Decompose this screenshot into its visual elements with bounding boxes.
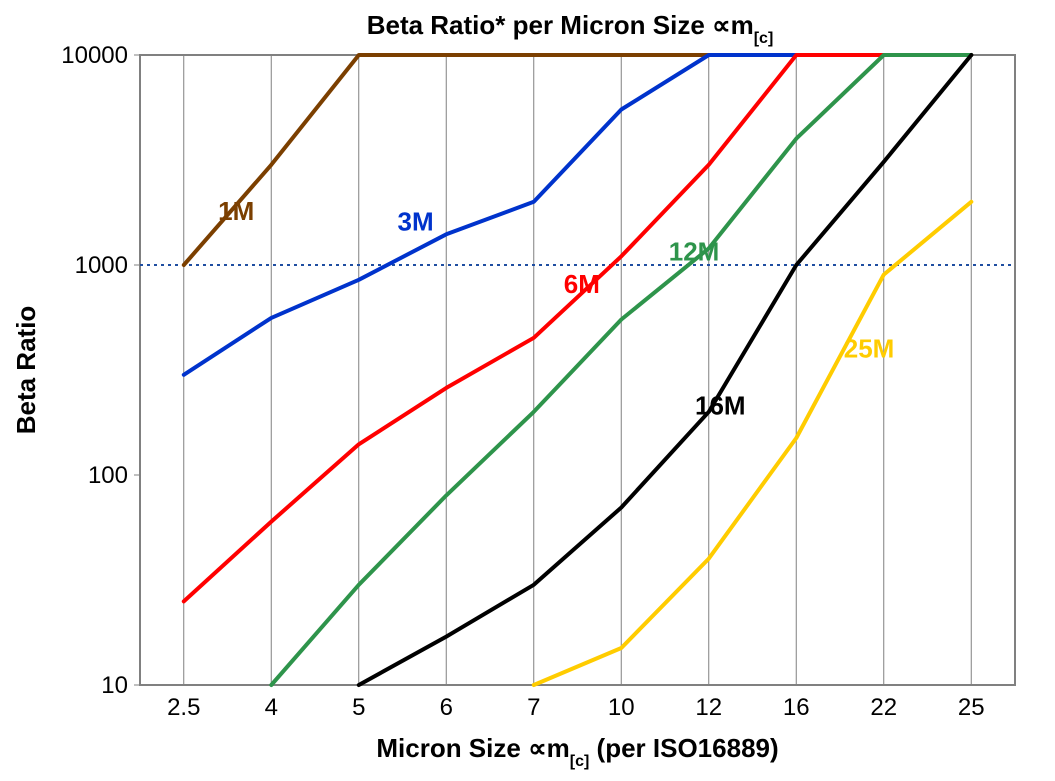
- series-label-6m: 6M: [564, 269, 600, 299]
- x-tick-label: 4: [265, 694, 278, 721]
- y-axis-label: Beta Ratio: [11, 306, 41, 435]
- series-label-12m: 12M: [669, 236, 720, 266]
- x-tick-label: 22: [870, 694, 897, 721]
- y-tick-label: 1000: [75, 252, 128, 279]
- x-tick-label: 12: [695, 694, 722, 721]
- x-tick-label: 10: [608, 694, 635, 721]
- x-tick-label: 5: [352, 694, 365, 721]
- x-tick-label: 7: [527, 694, 540, 721]
- chart-svg: 10 100 1000 10000 2.5 4 5 6 7 10 12 16 22 25 1M 3M 6M 12M…: [0, 0, 1055, 781]
- beta-ratio-chart: 10 100 1000 10000 2.5 4 5 6 7 10 12 16 22 25 1M 3M 6M 12M…: [0, 0, 1055, 781]
- series-label-16m: 16M: [695, 391, 746, 421]
- y-tick-label: 10000: [61, 42, 128, 69]
- x-tick-label: 2.5: [167, 694, 200, 721]
- y-tick-label: 100: [88, 462, 128, 489]
- x-tick-label: 16: [783, 694, 810, 721]
- series-label-3m: 3M: [398, 206, 434, 236]
- series-label-1m: 1M: [218, 196, 254, 226]
- series-label-25m: 25M: [844, 333, 895, 363]
- x-tick-label: 25: [958, 694, 985, 721]
- x-tick-label: 6: [440, 694, 453, 721]
- y-tick-label: 10: [101, 672, 128, 699]
